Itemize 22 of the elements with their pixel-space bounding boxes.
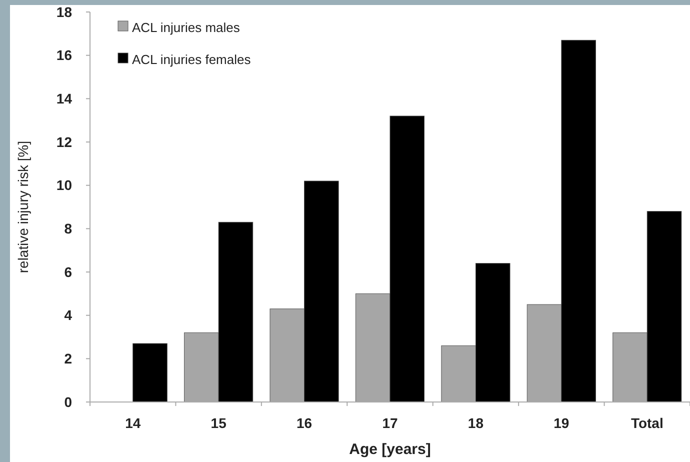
y-tick-label: 6 [64, 264, 72, 280]
y-tick-label: 4 [64, 307, 72, 324]
x-tick-label: 17 [382, 415, 398, 431]
y-tick-label: 10 [56, 177, 72, 194]
y-tick-label: 12 [56, 134, 72, 150]
x-tick-label: Total [630, 415, 664, 431]
x-tick-label: 15 [210, 415, 227, 431]
x-tick-label: 19 [554, 415, 570, 431]
x-tick-label: 16 [296, 415, 312, 431]
y-tick-label: 16 [56, 47, 72, 64]
y-tick-label: 18 [56, 4, 72, 20]
x-axis-title: Age [years] [349, 441, 431, 458]
y-axis-title: relative injury risk [%] [15, 140, 31, 274]
y-tick-label: 0 [64, 394, 72, 410]
legend-label: ACL injuries females [132, 52, 252, 67]
x-tick-label: 14 [125, 415, 141, 431]
legend-label: ACL injuries males [132, 20, 240, 35]
y-tick-label: 2 [64, 350, 72, 367]
x-tick-label: 18 [468, 415, 484, 431]
y-tick-label: 14 [56, 90, 72, 107]
y-tick-label: 8 [64, 220, 72, 237]
bar [132, 343, 168, 402]
